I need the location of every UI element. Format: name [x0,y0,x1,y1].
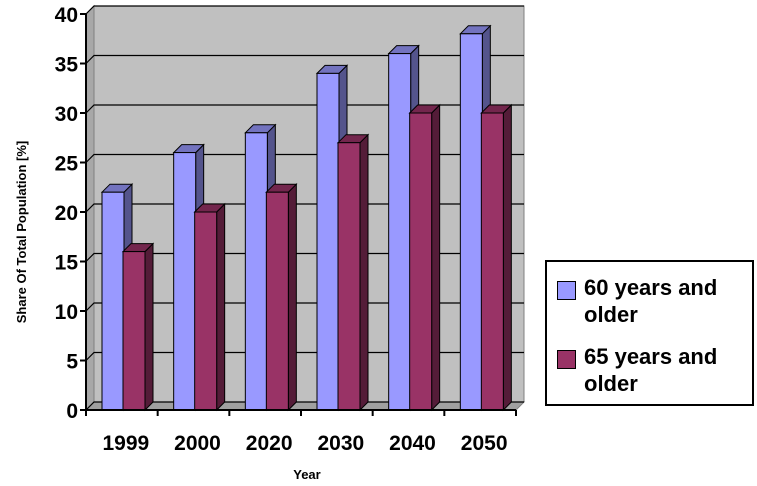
gridline [85,54,524,64]
y-tick-labels: 0 5 10 15 20 25 30 35 40 [55,4,79,423]
y-axis-label: Share Of Total Population [%] [14,141,29,323]
x-tick-label-2030: 2030 [317,432,364,455]
bar-65-plus-2040 [408,103,441,412]
gridline [85,104,524,114]
x-tick-labels: 1999 2000 2020 2030 2040 2050 [102,432,507,455]
bar-front [265,191,289,411]
x-axis-label: Year [293,467,320,482]
bar-65-plus-2020 [265,182,298,412]
gridline [85,153,524,163]
legend: 60 years and older 65 years and older [545,260,754,406]
gridlines [85,5,524,411]
legend-label-65-plus: 65 years and older [584,344,718,396]
gridline [85,5,524,15]
y-tick-label-35: 35 [55,54,79,77]
gridline [85,401,524,411]
gridline [85,302,524,312]
bar-65-plus-2000 [193,202,226,412]
y-tick-label-0: 0 [66,400,78,423]
bar-front [480,112,504,411]
y-tick-label-5: 5 [66,351,78,374]
bar-front [337,142,361,411]
bar-side [359,133,369,412]
bar-front [316,72,340,411]
bar-65-plus-1999 [121,242,155,412]
bar-front [194,211,218,411]
axes [80,13,517,416]
bar-side [144,242,154,412]
bar-side [502,103,512,412]
bar-side [216,202,226,412]
bar-front [244,132,268,411]
legend-label-60-plus: 60 years and older [584,275,718,327]
gridline [85,351,524,361]
bar-front [388,53,412,411]
y-tick-label-40: 40 [55,4,78,27]
legend-item-65-plus: 65 years and older [557,343,754,397]
legend-swatch-60-plus [557,281,576,300]
bars [100,24,513,412]
legend-swatch-65-plus [557,350,576,369]
x-tick-label-2020: 2020 [246,432,293,455]
gridline [85,252,524,262]
bar-front [459,33,483,411]
bar-65-plus-2050 [480,103,513,412]
bar-front [173,152,197,411]
x-tick-label-2050: 2050 [461,432,508,455]
y-tick-label-25: 25 [55,153,79,176]
bar-front [101,191,125,411]
y-tick-label-20: 20 [55,202,78,225]
bar-side [431,103,441,412]
bar-front [409,112,433,411]
x-tick-label-1999: 1999 [102,432,149,455]
bar-65-plus-2030 [336,133,370,412]
x-tick-label-2000: 2000 [174,432,221,455]
legend-item-60-plus: 60 years and older [557,274,754,328]
x-tick-label-2040: 2040 [389,432,436,455]
bar-side [287,182,297,412]
y-tick-label-10: 10 [55,301,78,324]
y-tick-label-15: 15 [55,252,79,275]
gridline [85,203,524,213]
bar-front [122,251,146,411]
y-tick-label-30: 30 [55,103,78,126]
